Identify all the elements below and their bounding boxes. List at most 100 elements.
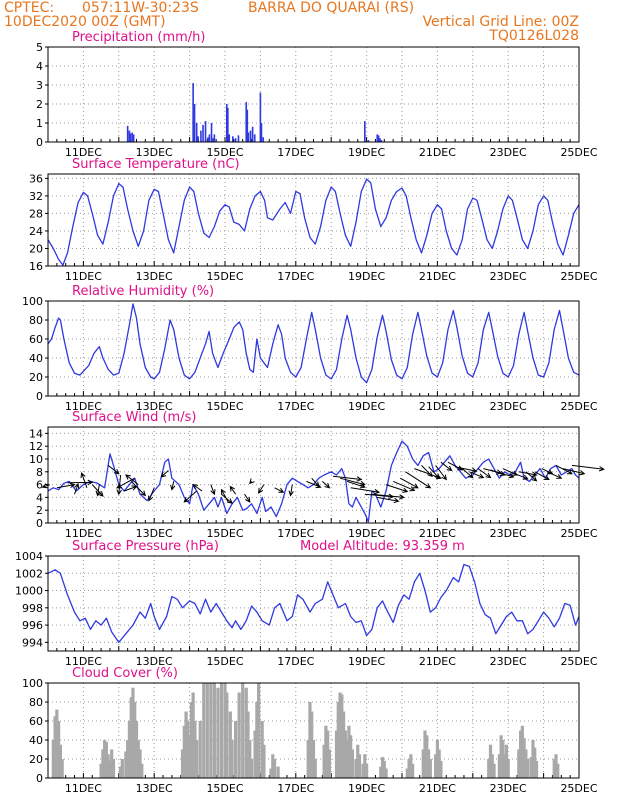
cloud-bar	[384, 768, 388, 778]
x-tick-label: 19DEC	[348, 270, 385, 283]
cloud-bar	[228, 711, 232, 778]
y-tick-label: 10	[29, 453, 43, 466]
cloud-bar	[326, 730, 330, 778]
wind-vector	[311, 477, 320, 488]
cloud-bar	[136, 740, 140, 778]
cloud-bar	[501, 740, 505, 778]
cloud-bar	[60, 759, 64, 778]
y-tick-label: 32	[29, 190, 43, 203]
wind-vector	[107, 465, 120, 475]
cloud-bar	[184, 711, 188, 778]
x-tick-label: 19DEC	[348, 527, 385, 540]
cloud-bar	[533, 747, 537, 778]
cloud-bar	[219, 683, 224, 778]
x-tick-label: 13DEC	[136, 270, 173, 283]
cloud-bar	[490, 754, 494, 778]
wind-vector	[339, 477, 366, 487]
y-tick-label: 1	[36, 117, 43, 130]
cloud-bar	[487, 759, 491, 778]
precipitation-bar	[237, 135, 240, 142]
relative-humidity-panel: Relative Humidity (%) 0 20 40 60 80 100 11DEC 13…	[22, 284, 598, 413]
wind-vector	[371, 493, 405, 500]
y-tick-label: 12	[29, 440, 43, 453]
cloud-bar	[248, 740, 252, 778]
cloud-bar	[223, 683, 227, 778]
cloud-bar	[241, 683, 245, 778]
wind-vector	[244, 493, 251, 503]
precipitation-bar	[200, 130, 202, 142]
cloud-bar	[205, 683, 209, 778]
wind-vector	[346, 480, 366, 489]
x-tick-label: 15DEC	[206, 782, 243, 795]
x-tick-label: 21DEC	[419, 782, 456, 795]
x-tick-label: 23DEC	[490, 400, 527, 413]
surface-wind-frame	[47, 426, 580, 524]
y-tick-label: 20	[29, 371, 43, 384]
cloud-bar	[518, 730, 523, 778]
wind-vector	[525, 471, 538, 482]
cloud-bar	[101, 749, 105, 778]
surface-pressure-subtitle: Model Altitude: 93.359 m	[300, 539, 465, 554]
x-tick-label: 19DEC	[348, 146, 385, 159]
y-tick-label: 14	[29, 427, 43, 440]
cloud-bar	[253, 730, 257, 778]
wind-vector	[571, 464, 605, 472]
wind-vector	[332, 475, 363, 482]
x-tick-label: 25DEC	[560, 270, 597, 283]
cloud-bar	[435, 740, 439, 778]
cloud-cover-title: Cloud Cover (%)	[72, 666, 178, 681]
x-tick-label: 25DEC	[560, 782, 597, 795]
precipitation-bar	[260, 123, 263, 142]
precipitation-bar	[212, 138, 214, 142]
x-tick-label: 11DEC	[65, 146, 102, 159]
cloud-bar	[271, 754, 275, 778]
cloud-bar	[57, 721, 61, 778]
wind-vector	[192, 483, 203, 492]
cloud-bar	[356, 744, 360, 778]
y-tick-label: 2	[36, 98, 43, 111]
x-tick-label: 11DEC	[65, 270, 102, 283]
cloud-bar	[306, 740, 310, 778]
y-tick-label: 40	[29, 734, 43, 747]
cloud-bar	[120, 759, 124, 778]
wind-vector	[274, 487, 285, 493]
wind-vector	[56, 482, 76, 489]
precipitation-bar	[128, 130, 131, 142]
x-tick-label: 19DEC	[348, 400, 385, 413]
cloud-bar	[262, 744, 266, 778]
cloud-bar	[118, 766, 123, 778]
cloud-bar	[345, 740, 349, 778]
cloud-bar	[382, 760, 386, 778]
precipitation-bar	[208, 134, 211, 142]
x-tick-label: 17DEC	[277, 782, 314, 795]
precipitation-bar	[202, 124, 204, 142]
precipitation-bar	[227, 107, 229, 142]
wind-vector	[91, 484, 104, 497]
wind-vector	[125, 474, 139, 485]
y-tick-label: 3	[36, 79, 43, 92]
cloud-bar	[134, 721, 139, 778]
cloud-bar	[244, 687, 248, 778]
y-tick-label: 8	[36, 466, 43, 479]
cloud-bar	[324, 725, 328, 778]
cloud-bar	[230, 740, 234, 778]
wind-vector	[534, 471, 550, 481]
cloud-bar	[425, 735, 429, 778]
precipitation-bar	[195, 123, 198, 142]
x-tick-label: 23DEC	[490, 527, 527, 540]
cloud-bar	[423, 730, 427, 778]
cloud-bar	[340, 694, 344, 778]
x-tick-label: 17DEC	[277, 146, 314, 159]
cloud-bar	[126, 740, 130, 778]
y-tick-label: 28	[29, 207, 43, 220]
header-location: 057:11W-30:23S	[82, 0, 199, 16]
y-tick-label: 0	[36, 517, 43, 530]
precipitation-bar	[231, 136, 234, 142]
cloud-bar	[104, 741, 109, 778]
cloud-bar	[186, 721, 190, 778]
surface-pressure-line	[47, 563, 580, 644]
cloud-bar	[209, 683, 213, 778]
x-tick-label: 15DEC	[206, 146, 243, 159]
x-tick-label: 11DEC	[65, 527, 102, 540]
